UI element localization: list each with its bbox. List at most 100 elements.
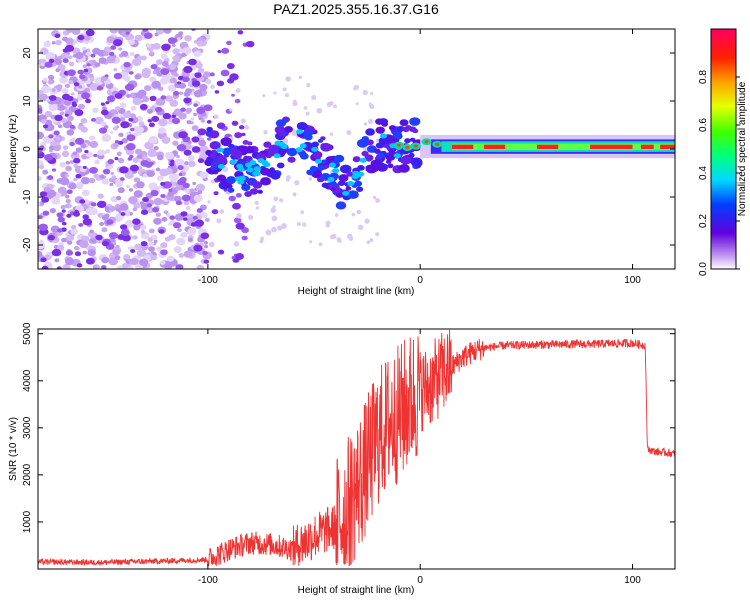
- noise-speck: [38, 164, 45, 170]
- noise-speck: [150, 254, 158, 261]
- noise-speck: [175, 264, 184, 269]
- signal-blob: [321, 182, 329, 188]
- noise-speck: [71, 101, 77, 106]
- noise-speck: [151, 80, 161, 89]
- noise-speck: [148, 135, 159, 144]
- noise-speck: [136, 55, 143, 61]
- colorbar-tick-label: 0.6: [698, 118, 709, 132]
- colorbar-tick-label: 0.2: [698, 214, 709, 228]
- noise-speck: [346, 130, 352, 135]
- noise-speck: [38, 215, 43, 220]
- signal-blob: [299, 151, 307, 158]
- signal-blob: [413, 144, 418, 148]
- signal-blob: [216, 155, 227, 164]
- noise-speck: [160, 68, 170, 76]
- noise-speck: [113, 68, 118, 72]
- signal-blob: [260, 177, 272, 186]
- noise-speck: [176, 143, 187, 152]
- noise-speck: [62, 58, 69, 64]
- noise-speck: [285, 76, 291, 82]
- noise-speck: [68, 55, 73, 60]
- noise-speck: [174, 33, 183, 41]
- noise-speck: [128, 196, 138, 205]
- noise-speck: [117, 234, 126, 240]
- noise-speck: [180, 231, 188, 238]
- noise-speck: [39, 191, 48, 197]
- signal-blob: [225, 183, 233, 189]
- noise-speck: [56, 212, 64, 218]
- noise-speck: [188, 58, 197, 66]
- noise-speck: [296, 222, 301, 227]
- signal-blob: [286, 147, 298, 157]
- noise-speck: [67, 115, 74, 122]
- noise-speck: [62, 145, 69, 151]
- noise-speck: [126, 143, 136, 151]
- noise-speck: [113, 72, 123, 80]
- signal-blob: [216, 147, 224, 153]
- noise-speck: [132, 97, 142, 106]
- signal-blob: [409, 117, 421, 126]
- noise-speck: [41, 196, 50, 203]
- noise-speck: [83, 204, 88, 209]
- noise-speck: [141, 71, 151, 79]
- noise-speck: [74, 109, 84, 117]
- signal-blob: [335, 191, 344, 198]
- noise-speck: [47, 74, 55, 81]
- noise-speck: [74, 251, 82, 257]
- noise-speck: [305, 111, 310, 116]
- signal-blob: [222, 147, 233, 156]
- noise-speck: [38, 108, 43, 113]
- noise-speck: [163, 210, 169, 215]
- noise-speck: [130, 105, 137, 111]
- signal-blob: [296, 121, 308, 131]
- noise-speck: [61, 118, 68, 124]
- noise-speck: [149, 51, 155, 56]
- signal-blob: [320, 136, 326, 141]
- noise-speck: [73, 82, 80, 87]
- signal-blob: [236, 163, 244, 169]
- noise-speck: [49, 207, 57, 214]
- x-tick-label: 100: [624, 575, 641, 586]
- noise-speck: [110, 172, 115, 176]
- noise-speck: [127, 246, 132, 250]
- noise-speck: [244, 125, 250, 130]
- noise-speck: [183, 200, 190, 206]
- noise-speck: [115, 195, 122, 201]
- noise-speck: [130, 248, 136, 253]
- noise-speck: [134, 148, 143, 155]
- noise-speck: [169, 162, 175, 167]
- noise-speck: [78, 85, 83, 89]
- signal-blob: [320, 142, 332, 152]
- noise-speck: [172, 178, 177, 183]
- noise-speck: [187, 155, 195, 162]
- noise-speck: [113, 39, 123, 47]
- noise-speck: [115, 244, 120, 249]
- noise-speck: [90, 53, 96, 58]
- noise-speck: [292, 100, 298, 107]
- signal-blob: [296, 129, 304, 135]
- tone-peak: [660, 144, 675, 149]
- noise-speck: [114, 255, 121, 261]
- noise-speck: [82, 218, 93, 226]
- signal-blob: [253, 166, 261, 172]
- noise-speck: [42, 77, 48, 82]
- noise-speck: [173, 222, 182, 229]
- noise-speck: [177, 165, 184, 171]
- noise-speck: [226, 63, 235, 70]
- noise-speck: [38, 176, 42, 182]
- noise-speck: [308, 177, 313, 181]
- noise-speck: [110, 45, 117, 50]
- noise-speck: [194, 219, 204, 227]
- noise-speck: [155, 97, 166, 106]
- y-tick-label: 2000: [22, 463, 33, 486]
- noise-speck: [126, 134, 136, 142]
- noise-speck: [133, 202, 141, 209]
- noise-speck: [178, 253, 185, 258]
- noise-speck: [150, 190, 159, 197]
- noise-speck: [61, 88, 69, 94]
- noise-speck: [38, 146, 43, 154]
- noise-speck: [106, 55, 116, 64]
- colorbar: 0.0 0.2 0.4 0.6 0.8 Normalized spectral ampl…: [698, 28, 748, 276]
- colorbar-tick-label: 0.8: [698, 70, 709, 84]
- signal-blob: [321, 159, 327, 164]
